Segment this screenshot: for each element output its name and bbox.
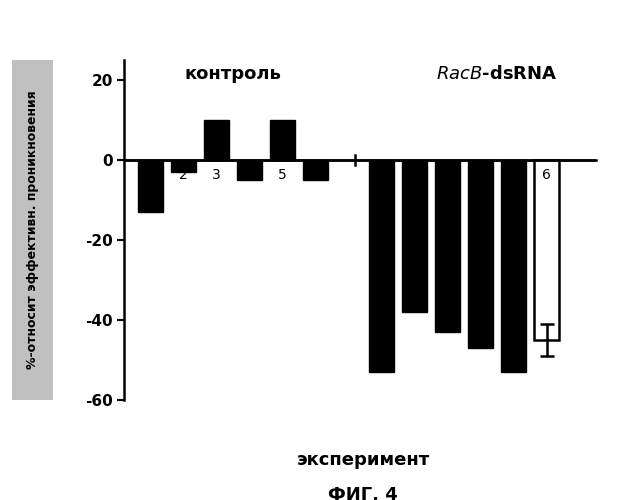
Bar [468, 160, 493, 348]
Bar [138, 160, 163, 212]
Bar [237, 160, 262, 180]
Bar [369, 160, 394, 372]
Bar [534, 160, 559, 340]
Bar [435, 160, 460, 332]
Text: эксперимент: эксперимент [297, 451, 430, 469]
Bar [402, 160, 427, 312]
Text: ФИГ. 4: ФИГ. 4 [329, 486, 398, 500]
Bar [303, 160, 328, 180]
Bar [171, 160, 196, 172]
Text: контроль: контроль [184, 65, 281, 83]
Text: $\mathit{RacB}$-dsRNA: $\mathit{RacB}$-dsRNA [437, 65, 558, 83]
Bar [270, 120, 295, 160]
Text: %-относит эффективн. проникновения: %-относит эффективн. проникновения [27, 90, 39, 370]
Bar [501, 160, 526, 372]
Bar [204, 120, 229, 160]
